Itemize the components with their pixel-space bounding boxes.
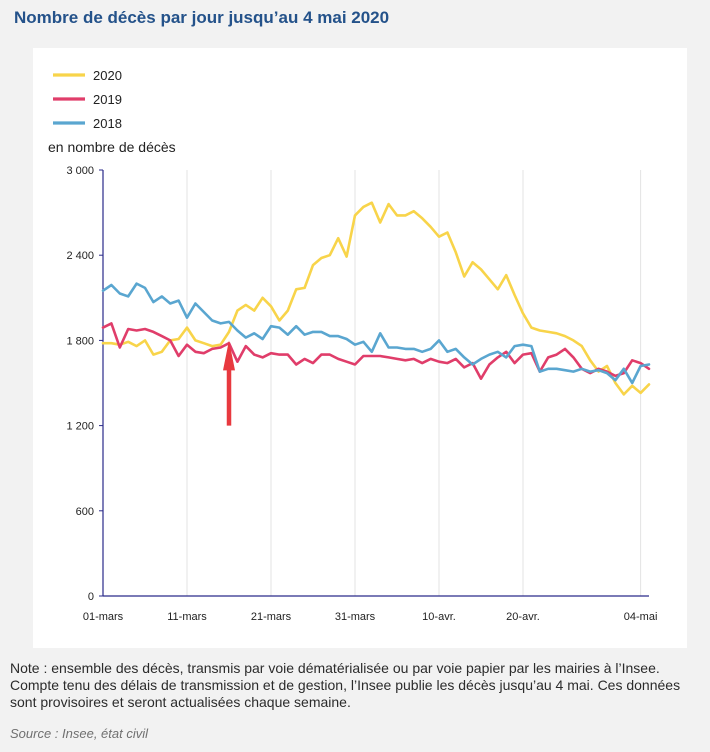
axes bbox=[102, 170, 649, 597]
y-axis-label: en nombre de décès bbox=[48, 139, 176, 155]
x-axis-ticks: 01-mars 11-mars 21-mars 31-mars 10-avr. 20-av… bbox=[83, 611, 658, 623]
y-tick-label: 0 bbox=[88, 591, 94, 603]
x-tick-label: 20-avr. bbox=[506, 611, 540, 623]
x-tick-label: 04-mai bbox=[624, 611, 658, 623]
x-tick-label: 11-mars bbox=[167, 611, 207, 623]
annotation bbox=[223, 340, 235, 426]
legend: 2020 2019 2018 bbox=[53, 68, 122, 131]
x-tick-label: 10-avr. bbox=[422, 611, 456, 623]
line-chart: 0 600 1 200 1 800 2 400 3 000 01-mars 11-mars 2… bbox=[48, 68, 658, 623]
x-tick-label: 01-mars bbox=[83, 611, 124, 623]
y-tick-label: 1 200 bbox=[66, 421, 94, 433]
series-line-2020 bbox=[101, 201, 651, 396]
series-lines bbox=[101, 201, 651, 396]
series-line-2018 bbox=[101, 282, 651, 385]
y-tick-label: 3 000 bbox=[66, 165, 94, 177]
arrow-head bbox=[223, 340, 235, 371]
x-tick-label: 21-mars bbox=[251, 611, 292, 623]
legend-label-2018: 2018 bbox=[93, 116, 122, 131]
y-tick-label: 1 800 bbox=[66, 335, 94, 347]
chart-title: Nombre de décès par jour jusqu’au 4 mai … bbox=[14, 8, 390, 27]
y-tick-label: 2 400 bbox=[66, 250, 94, 262]
legend-label-2020: 2020 bbox=[93, 68, 122, 83]
y-axis-ticks: 0 600 1 200 1 800 2 400 3 000 bbox=[66, 165, 103, 603]
x-tick-label: 31-mars bbox=[335, 611, 376, 623]
legend-label-2019: 2019 bbox=[93, 92, 122, 107]
chart-note: Note : ensemble des décès, transmis par … bbox=[10, 660, 681, 710]
y-tick-label: 600 bbox=[76, 506, 94, 518]
chart-card: 0 600 1 200 1 800 2 400 3 000 01-mars 11-mars 2… bbox=[33, 48, 687, 648]
series-line-2019 bbox=[101, 322, 651, 381]
grid-lines bbox=[102, 170, 642, 596]
chart-source: Source : Insee, état civil bbox=[10, 726, 149, 741]
